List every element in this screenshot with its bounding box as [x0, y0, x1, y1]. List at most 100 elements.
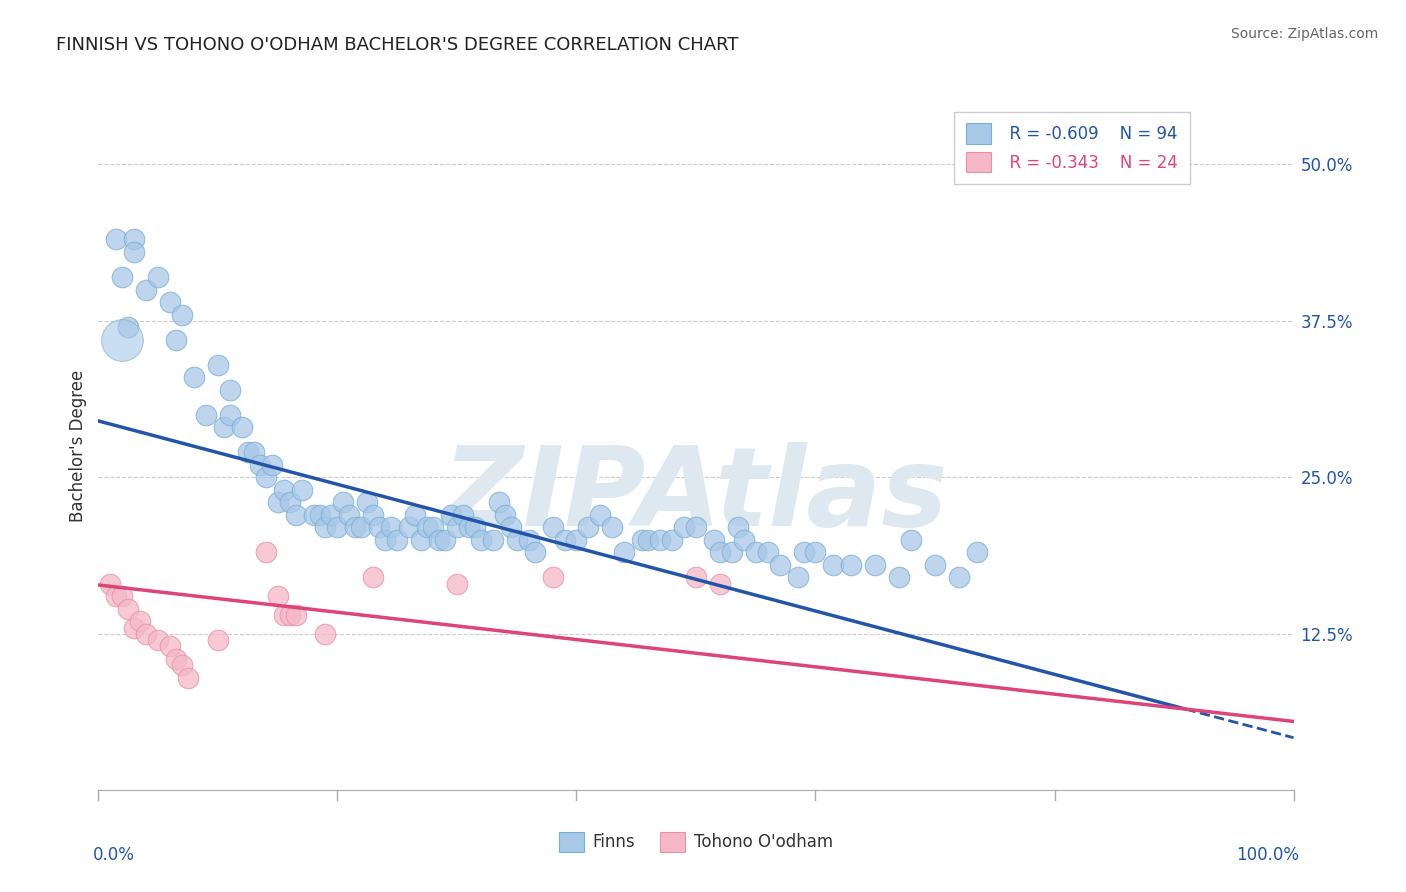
- Point: [380, 520, 402, 534]
- Point: [243, 445, 266, 459]
- Point: [165, 333, 187, 347]
- Point: [212, 420, 235, 434]
- Point: [727, 520, 749, 534]
- Point: [416, 520, 439, 534]
- Point: [105, 589, 128, 603]
- Point: [685, 520, 707, 534]
- Point: [172, 308, 194, 322]
- Point: [948, 570, 970, 584]
- Point: [661, 533, 683, 547]
- Point: [374, 533, 396, 547]
- Point: [786, 570, 808, 584]
- Point: [841, 558, 863, 572]
- Point: [363, 508, 385, 522]
- Point: [411, 533, 433, 547]
- Text: 0.0%: 0.0%: [93, 846, 135, 863]
- Point: [470, 533, 492, 547]
- Point: [804, 545, 827, 559]
- Point: [685, 570, 707, 584]
- Point: [273, 483, 295, 497]
- Point: [231, 420, 253, 434]
- Point: [823, 558, 845, 572]
- Point: [195, 408, 218, 422]
- Point: [315, 627, 337, 641]
- Point: [159, 295, 181, 310]
- Point: [105, 232, 128, 246]
- Point: [602, 520, 624, 534]
- Point: [177, 671, 200, 685]
- Point: [966, 545, 988, 559]
- Point: [219, 408, 242, 422]
- Point: [135, 627, 157, 641]
- Point: [207, 633, 229, 648]
- Point: [363, 570, 385, 584]
- Point: [159, 640, 181, 654]
- Point: [733, 533, 755, 547]
- Point: [523, 545, 546, 559]
- Point: [278, 607, 301, 622]
- Point: [721, 545, 744, 559]
- Point: [284, 508, 307, 522]
- Point: [135, 283, 157, 297]
- Point: [249, 458, 271, 472]
- Point: [315, 520, 337, 534]
- Point: [446, 576, 468, 591]
- Y-axis label: Bachelor's Degree: Bachelor's Degree: [69, 370, 87, 522]
- Point: [458, 520, 481, 534]
- Point: [900, 533, 922, 547]
- Point: [111, 333, 134, 347]
- Point: [236, 445, 259, 459]
- Point: [506, 533, 529, 547]
- Point: [356, 495, 378, 509]
- Point: [207, 358, 229, 372]
- Point: [172, 658, 194, 673]
- Point: [541, 570, 564, 584]
- Point: [278, 495, 301, 509]
- Point: [111, 589, 134, 603]
- Text: FINNISH VS TOHONO O'ODHAM BACHELOR'S DEGREE CORRELATION CHART: FINNISH VS TOHONO O'ODHAM BACHELOR'S DEG…: [56, 36, 738, 54]
- Point: [565, 533, 588, 547]
- Point: [924, 558, 946, 572]
- Point: [499, 520, 522, 534]
- Point: [273, 607, 295, 622]
- Point: [98, 576, 122, 591]
- Point: [267, 495, 290, 509]
- Point: [709, 545, 731, 559]
- Point: [865, 558, 887, 572]
- Point: [517, 533, 540, 547]
- Point: [703, 533, 725, 547]
- Point: [451, 508, 474, 522]
- Point: [284, 607, 307, 622]
- Point: [302, 508, 325, 522]
- Point: [254, 470, 277, 484]
- Point: [673, 520, 696, 534]
- Text: Source: ZipAtlas.com: Source: ZipAtlas.com: [1230, 27, 1378, 41]
- Legend: Finns, Tohono O'odham: Finns, Tohono O'odham: [553, 825, 839, 859]
- Point: [422, 520, 444, 534]
- Point: [589, 508, 612, 522]
- Text: 100.0%: 100.0%: [1236, 846, 1299, 863]
- Point: [308, 508, 330, 522]
- Point: [148, 270, 170, 285]
- Point: [260, 458, 283, 472]
- Point: [219, 383, 242, 397]
- Point: [124, 621, 146, 635]
- Point: [404, 508, 426, 522]
- Point: [494, 508, 516, 522]
- Point: [554, 533, 576, 547]
- Point: [648, 533, 672, 547]
- Point: [446, 520, 468, 534]
- Point: [350, 520, 373, 534]
- Point: [368, 520, 391, 534]
- Point: [111, 270, 134, 285]
- Point: [745, 545, 768, 559]
- Point: [889, 570, 911, 584]
- Point: [768, 558, 790, 572]
- Point: [541, 520, 564, 534]
- Point: [464, 520, 486, 534]
- Point: [129, 614, 152, 628]
- Point: [117, 320, 139, 334]
- Point: [326, 520, 349, 534]
- Point: [267, 589, 290, 603]
- Point: [756, 545, 779, 559]
